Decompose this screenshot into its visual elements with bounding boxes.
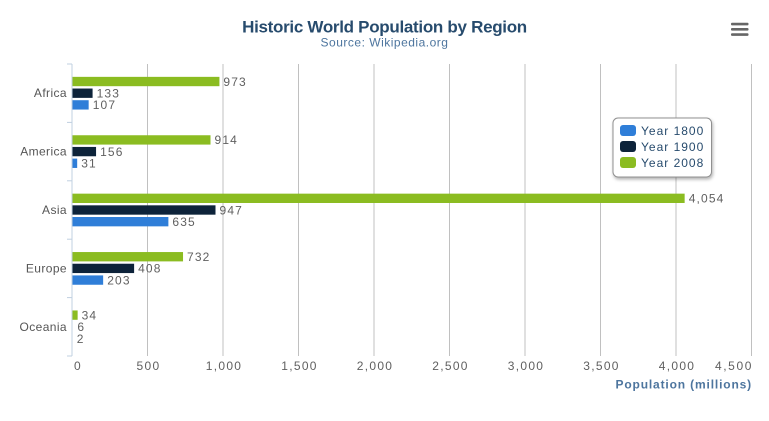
svg-text:3,500: 3,500 [583, 359, 620, 373]
svg-text:133: 133 [97, 87, 120, 101]
svg-text:Oceania: Oceania [20, 320, 68, 334]
svg-text:4,000: 4,000 [659, 359, 696, 373]
svg-text:Population (millions): Population (millions) [615, 378, 752, 392]
svg-text:408: 408 [138, 262, 161, 276]
svg-text:973: 973 [223, 75, 246, 89]
svg-text:0: 0 [74, 359, 82, 373]
svg-text:635: 635 [172, 215, 195, 229]
svg-text:Source: Wikipedia.org: Source: Wikipedia.org [321, 36, 449, 50]
svg-text:2,500: 2,500 [432, 359, 469, 373]
svg-text:America: America [20, 145, 67, 159]
svg-text:Year 1800: Year 1800 [641, 124, 704, 138]
svg-text:947: 947 [220, 203, 243, 217]
svg-text:156: 156 [100, 145, 123, 159]
svg-text:Historic World Population by R: Historic World Population by Region [242, 18, 527, 37]
svg-text:4,054: 4,054 [689, 192, 725, 206]
svg-text:732: 732 [187, 250, 210, 264]
svg-text:107: 107 [93, 98, 116, 112]
svg-text:4,500: 4,500 [715, 359, 753, 373]
svg-text:6: 6 [77, 320, 85, 334]
svg-text:34: 34 [82, 308, 98, 322]
svg-text:1,000: 1,000 [206, 359, 243, 373]
svg-text:Asia: Asia [42, 203, 67, 217]
svg-text:3,000: 3,000 [508, 359, 545, 373]
svg-text:2,000: 2,000 [357, 359, 394, 373]
svg-text:500: 500 [137, 359, 161, 373]
svg-text:31: 31 [81, 157, 97, 171]
svg-text:203: 203 [107, 273, 130, 287]
svg-text:Year 2008: Year 2008 [641, 156, 704, 170]
svg-text:914: 914 [215, 133, 238, 147]
svg-text:Africa: Africa [34, 86, 67, 100]
svg-text:Year 1900: Year 1900 [641, 140, 704, 154]
svg-text:Europe: Europe [26, 261, 67, 275]
svg-text:1,500: 1,500 [281, 359, 318, 373]
svg-text:2: 2 [77, 332, 85, 346]
